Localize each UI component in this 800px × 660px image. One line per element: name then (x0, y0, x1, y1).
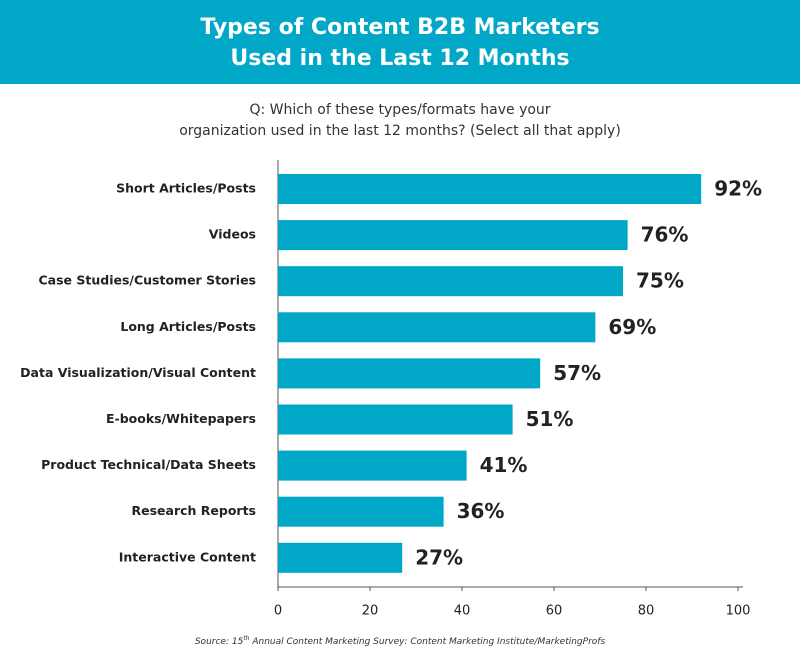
x-tick-label: 40 (454, 604, 471, 619)
category-label: Videos (209, 227, 256, 242)
category-label: Research Reports (132, 503, 257, 518)
chart-subtitle: Q: Which of these types/formats have you… (249, 102, 550, 118)
value-label: 36% (457, 499, 505, 523)
x-tick-label: 20 (362, 604, 379, 619)
bar (278, 266, 623, 297)
x-tick-label: 80 (638, 604, 655, 619)
value-label: 69% (608, 315, 656, 339)
value-label: 41% (480, 453, 528, 477)
bar (278, 542, 403, 573)
x-tick-label: 60 (546, 604, 563, 619)
bar (278, 220, 628, 251)
value-label: 76% (641, 223, 689, 247)
value-label: 57% (553, 361, 601, 385)
title-banner (0, 0, 800, 84)
bar (278, 404, 513, 435)
source-superscript: th (243, 635, 249, 642)
chart-title: Used in the Last 12 Months (230, 46, 569, 71)
source-text: Annual Content Marketing Survey: Content… (249, 637, 605, 647)
bar (278, 174, 702, 204)
bar (278, 496, 444, 527)
value-label: 51% (526, 407, 574, 431)
category-label: Data Visualization/Visual Content (20, 365, 256, 380)
chart-title: Types of Content B2B Marketers (200, 15, 599, 40)
source-text: Source: 15 (195, 637, 244, 647)
category-label: Product Technical/Data Sheets (41, 457, 256, 472)
value-label: 75% (636, 269, 684, 293)
category-label: Interactive Content (119, 549, 256, 564)
bar (278, 358, 541, 389)
category-label: Short Articles/Posts (116, 181, 256, 196)
value-label: 27% (415, 545, 463, 569)
category-label: E-books/Whitepapers (106, 411, 256, 426)
bar (278, 312, 596, 343)
category-label: Long Articles/Posts (120, 319, 256, 334)
x-tick-label: 100 (726, 604, 751, 619)
chart-subtitle: organization used in the last 12 months?… (179, 123, 621, 139)
category-label: Case Studies/Customer Stories (39, 273, 257, 288)
bar (278, 450, 467, 481)
source-note: Source: 15th Annual Content Marketing Su… (195, 635, 606, 647)
value-label: 92% (714, 177, 762, 201)
x-tick-label: 0 (274, 604, 282, 619)
